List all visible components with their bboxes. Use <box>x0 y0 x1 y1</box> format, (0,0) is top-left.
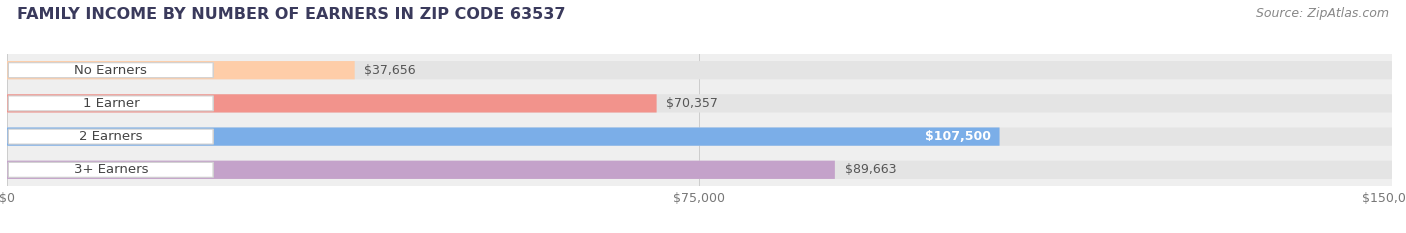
FancyBboxPatch shape <box>7 127 1000 146</box>
Text: $70,357: $70,357 <box>666 97 718 110</box>
FancyBboxPatch shape <box>8 162 214 177</box>
Text: $37,656: $37,656 <box>364 64 416 77</box>
FancyBboxPatch shape <box>7 127 1392 146</box>
FancyBboxPatch shape <box>7 161 835 179</box>
FancyBboxPatch shape <box>8 129 214 144</box>
FancyBboxPatch shape <box>7 61 1392 79</box>
Text: $89,663: $89,663 <box>845 163 896 176</box>
Text: No Earners: No Earners <box>75 64 148 77</box>
Text: 2 Earners: 2 Earners <box>79 130 142 143</box>
Text: FAMILY INCOME BY NUMBER OF EARNERS IN ZIP CODE 63537: FAMILY INCOME BY NUMBER OF EARNERS IN ZI… <box>17 7 565 22</box>
FancyBboxPatch shape <box>7 94 1392 113</box>
FancyBboxPatch shape <box>8 63 214 78</box>
Text: $107,500: $107,500 <box>925 130 991 143</box>
FancyBboxPatch shape <box>7 153 1392 186</box>
FancyBboxPatch shape <box>8 96 214 111</box>
Text: 1 Earner: 1 Earner <box>83 97 139 110</box>
FancyBboxPatch shape <box>7 54 1392 87</box>
FancyBboxPatch shape <box>7 120 1392 153</box>
FancyBboxPatch shape <box>7 61 354 79</box>
Text: Source: ZipAtlas.com: Source: ZipAtlas.com <box>1256 7 1389 20</box>
FancyBboxPatch shape <box>7 94 657 113</box>
FancyBboxPatch shape <box>7 161 1392 179</box>
Text: 3+ Earners: 3+ Earners <box>73 163 148 176</box>
FancyBboxPatch shape <box>7 87 1392 120</box>
